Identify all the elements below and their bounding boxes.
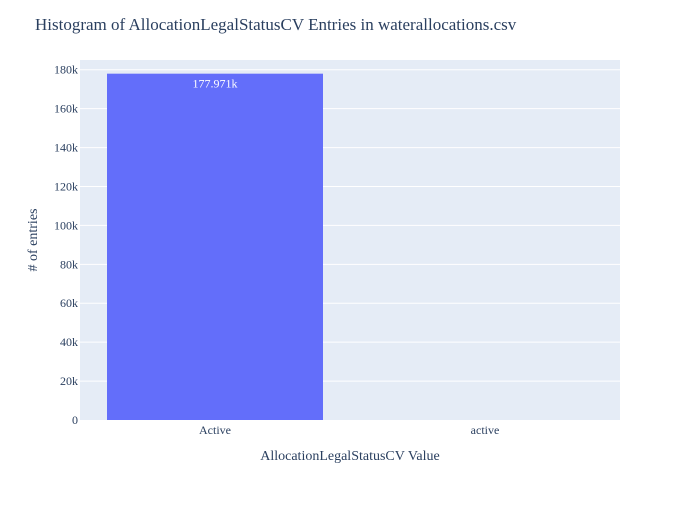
y-tick-label: 120k: [54, 179, 78, 193]
y-tick-label: 0: [72, 413, 78, 427]
y-tick-label: 100k: [54, 218, 78, 232]
bars: [107, 73, 323, 421]
x-tick-label: Active: [199, 423, 231, 437]
bar-data-label: 177.971k: [193, 77, 238, 91]
y-tick-label: 80k: [60, 257, 78, 271]
y-tick-label: 180k: [54, 63, 78, 77]
bar-active[interactable]: [107, 73, 323, 421]
y-tick-label: 140k: [54, 141, 78, 155]
chart-title: Histogram of AllocationLegalStatusCV Ent…: [35, 15, 517, 34]
y-axis-title: # of entries: [26, 209, 41, 272]
x-axis-title: AllocationLegalStatusCV Value: [260, 449, 440, 464]
y-tick-label: 40k: [60, 335, 78, 349]
x-tick-labels: Active active: [199, 423, 499, 437]
data-labels: 177.971k: [193, 77, 238, 91]
y-tick-label: 60k: [60, 296, 78, 310]
y-tick-labels: 0 20k 40k 60k 80k 100k 120k 140k 160k 180k: [54, 63, 78, 427]
y-tick-label: 20k: [60, 374, 78, 388]
x-tick-label: active: [471, 423, 500, 437]
y-tick-label: 160k: [54, 102, 78, 116]
